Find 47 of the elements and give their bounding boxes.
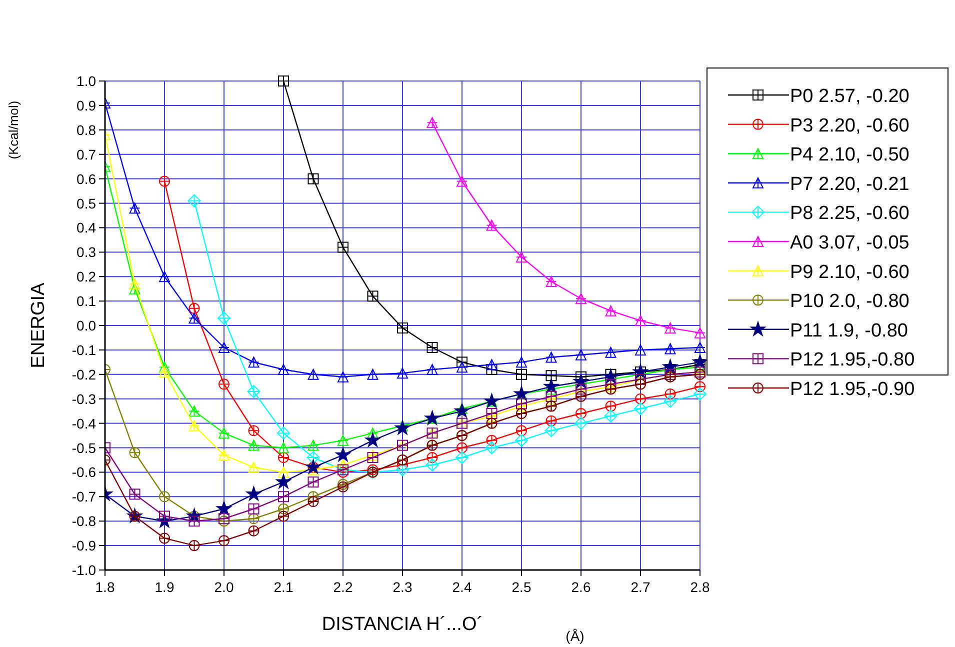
y-tick-label: 0.9 xyxy=(76,97,96,114)
x-tick-label: 1.9 xyxy=(154,579,174,595)
legend-label: P12 1.95,-0.80 xyxy=(790,350,915,371)
x-tick-label: 2.7 xyxy=(630,579,650,595)
y-tick-label: 0.7 xyxy=(76,146,96,162)
legend-label: P11 1.9, -0.80 xyxy=(790,320,908,342)
y-tick-label: -0.1 xyxy=(72,342,96,358)
y-tick-label: 0.5 xyxy=(76,195,96,212)
y-tick-label: 0.3 xyxy=(76,244,96,260)
y-tick-label: 1.0 xyxy=(76,73,96,89)
legend-label: P7 2.20, -0.21 xyxy=(790,174,910,195)
x-tick-label: 2.3 xyxy=(392,579,412,595)
y-tick-label: -0.8 xyxy=(72,513,96,530)
x-tick-label: 2.5 xyxy=(512,579,532,595)
y-axis-title: ENERGIA xyxy=(28,282,49,368)
legend-label: P3 2.20, -0.60 xyxy=(790,115,910,136)
y-tick-label: -0.4 xyxy=(72,415,96,432)
legend-label: P12 1.95,-0.90 xyxy=(790,379,915,400)
y-tick-label: -0.5 xyxy=(72,440,96,456)
y-tick-label: -0.9 xyxy=(72,538,96,554)
x-tick-label: 2.4 xyxy=(452,579,472,595)
y-tick-label: -0.7 xyxy=(72,488,96,505)
y-tick-label: -0.2 xyxy=(72,366,96,382)
x-tick-label: 2.1 xyxy=(274,579,294,595)
y-tick-label: 0.0 xyxy=(76,318,96,334)
y-tick-label: 0.6 xyxy=(76,170,96,187)
text: (Å) xyxy=(566,628,584,644)
y-tick-label: 0.8 xyxy=(76,122,96,138)
y-tick-label: -1.0 xyxy=(72,562,96,578)
y-tick-label: -0.6 xyxy=(72,464,96,480)
x-tick-label: 2.8 xyxy=(690,579,710,595)
x-tick-label: 2.2 xyxy=(333,579,353,595)
y-tick-label: -0.3 xyxy=(72,390,96,407)
x-tick-label: 1.8 xyxy=(95,579,115,595)
legend-label: P0 2.57, -0.20 xyxy=(790,86,910,107)
legend-label: P8 2.25, -0.60 xyxy=(790,203,910,224)
y-tick-label: 0.1 xyxy=(76,293,96,310)
x-axis-title: DISTANCIA H´...O´ xyxy=(322,614,484,635)
legend-label: P4 2.10, -0.50 xyxy=(790,144,910,166)
text: (Kcal/mol) xyxy=(6,100,21,160)
legend-label: P9 2.10, -0.60 xyxy=(790,262,910,283)
y-tick-label: 0.2 xyxy=(76,268,96,285)
legend-label: A0 3.07, -0.05 xyxy=(790,232,910,254)
x-tick-label: 2.0 xyxy=(214,579,234,595)
y-tick-label: 0.4 xyxy=(76,220,96,236)
legend-label: P10 2.0, -0.80 xyxy=(790,291,910,312)
x-tick-label: 2.6 xyxy=(571,579,591,595)
